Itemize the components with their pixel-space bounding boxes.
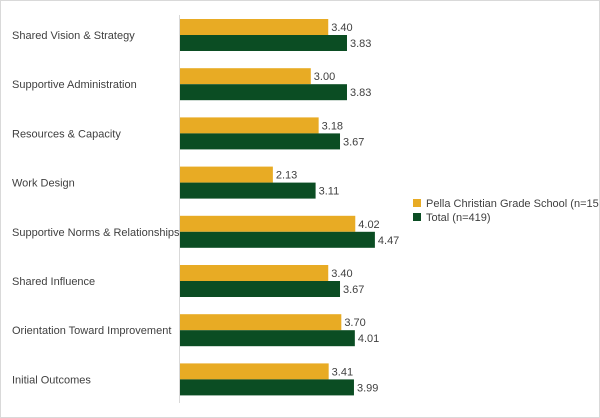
bar-school-shared-influence <box>180 265 329 281</box>
bar-total-initial-outcomes <box>180 379 354 396</box>
category-label-shared-influence: Shared Influence <box>12 276 95 288</box>
value-label-school-shared-vision-and-strategy: 3.40 <box>331 22 352 34</box>
bar-school-orientation-toward-improvement <box>180 314 342 331</box>
bar-total-work-design <box>180 182 316 199</box>
legend: Pella Christian Grade School (n=15) Tota… <box>413 198 599 224</box>
category-label-orientation-toward-improvement: Orientation Toward Improvement <box>12 325 171 337</box>
legend-label-total: Total (n=419) <box>426 212 491 224</box>
value-label-school-orientation-toward-improvement: 3.70 <box>344 317 365 329</box>
bar-school-supportive-administration <box>180 68 311 85</box>
bar-total-shared-vision-and-strategy <box>180 35 347 51</box>
value-label-school-shared-influence: 3.40 <box>331 268 352 280</box>
value-label-total-work-design: 3.11 <box>319 186 340 198</box>
category-label-supportive-administration: Supportive Administration <box>12 79 137 91</box>
value-label-total-initial-outcomes: 3.99 <box>357 382 378 394</box>
value-label-total-supportive-administration: 3.83 <box>350 87 371 99</box>
value-label-school-resources-and-capacity: 3.18 <box>322 120 343 132</box>
value-label-total-supportive-norms-and-relationships: 4.47 <box>378 235 399 247</box>
value-label-school-work-design: 2.13 <box>276 170 297 182</box>
legend-label-school: Pella Christian Grade School (n=15) <box>426 198 599 210</box>
bar-total-supportive-administration <box>180 84 347 101</box>
value-label-total-shared-influence: 3.67 <box>343 284 364 296</box>
bar-school-shared-vision-and-strategy <box>180 19 329 35</box>
category-label-shared-vision-and-strategy: Shared Vision & Strategy <box>12 30 135 42</box>
category-label-supportive-norms-and-relationships: Supportive Norms & Relationships <box>12 227 180 239</box>
category-label-resources-and-capacity: Resources & Capacity <box>12 128 121 140</box>
value-label-total-shared-vision-and-strategy: 3.83 <box>350 38 371 50</box>
bar-school-resources-and-capacity <box>180 117 319 134</box>
legend-swatch-total <box>413 213 421 221</box>
category-label-initial-outcomes: Initial Outcomes <box>12 374 91 386</box>
bar-school-supportive-norms-and-relationships <box>180 215 356 232</box>
bars <box>180 19 375 396</box>
category-label-work-design: Work Design <box>12 178 75 190</box>
bar-school-work-design <box>180 166 273 183</box>
bar-total-resources-and-capacity <box>180 133 341 150</box>
value-label-school-supportive-norms-and-relationships: 4.02 <box>358 219 379 231</box>
value-label-total-resources-and-capacity: 3.67 <box>343 136 364 148</box>
value-labels: 3.403.833.003.833.183.672.133.114.024.47… <box>276 22 399 394</box>
value-label-school-supportive-administration: 3.00 <box>314 71 335 83</box>
bar-total-supportive-norms-and-relationships <box>180 231 375 248</box>
bar-total-shared-influence <box>180 281 341 297</box>
legend-swatch-school <box>413 199 421 207</box>
bar-school-initial-outcomes <box>180 363 329 380</box>
value-label-total-orientation-toward-improvement: 4.01 <box>358 333 379 345</box>
value-label-school-initial-outcomes: 3.41 <box>332 366 353 378</box>
bar-total-orientation-toward-improvement <box>180 330 355 347</box>
category-labels: Shared Vision & Strategy Supportive Admin… <box>12 30 180 386</box>
